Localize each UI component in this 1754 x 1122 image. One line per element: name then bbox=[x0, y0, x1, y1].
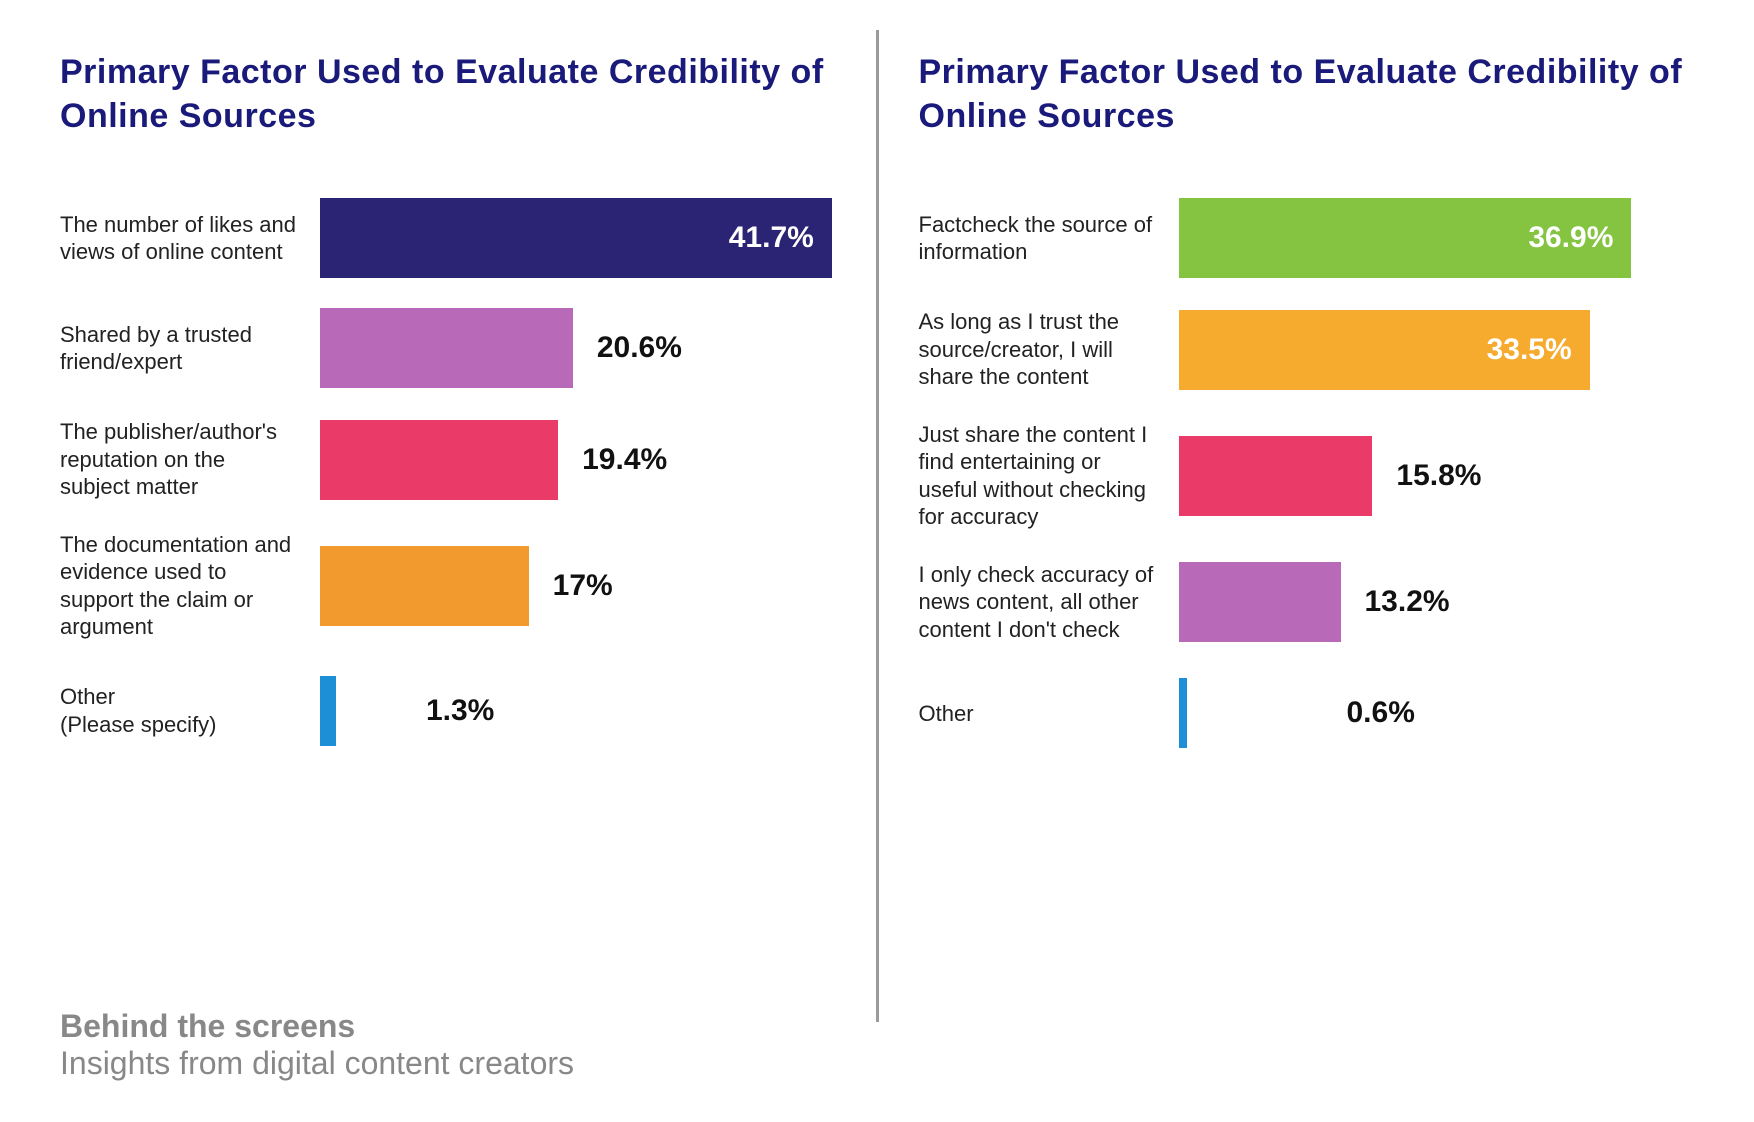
bar-row: The number of likes and views of online … bbox=[60, 198, 836, 278]
bar: 33.5% bbox=[1179, 310, 1590, 390]
bar-value: 13.2% bbox=[1365, 585, 1450, 619]
bar-value: 0.6% bbox=[1347, 696, 1415, 730]
bar-label: Factcheck the source of information bbox=[919, 211, 1179, 266]
bar bbox=[320, 308, 573, 388]
bar-row: Other 0.6% bbox=[919, 673, 1695, 753]
bar-area: 41.7% bbox=[320, 198, 836, 278]
footer-title: Behind the screens bbox=[60, 1008, 836, 1045]
bar-area: 19.4% bbox=[320, 418, 836, 501]
right-panel: Primary Factor Used to Evaluate Credibil… bbox=[879, 50, 1695, 1082]
bar-label: Just share the content I find entertaini… bbox=[919, 421, 1179, 531]
bar bbox=[320, 420, 558, 500]
bar bbox=[1179, 678, 1187, 748]
bar-value: 1.3% bbox=[426, 694, 494, 728]
bar-value: 41.7% bbox=[729, 221, 814, 255]
bar-row: Other (Please specify) 1.3% bbox=[60, 671, 836, 751]
left-panel: Primary Factor Used to Evaluate Credibil… bbox=[60, 50, 876, 1082]
bar-value: 33.5% bbox=[1487, 333, 1572, 367]
bar-label: I only check accuracy of news content, a… bbox=[919, 561, 1179, 644]
chart-container: Primary Factor Used to Evaluate Credibil… bbox=[0, 0, 1754, 1122]
bar-label: Shared by a trusted friend/expert bbox=[60, 321, 320, 376]
bar-label: The publisher/author's reputation on the… bbox=[60, 418, 320, 501]
left-chart-title: Primary Factor Used to Evaluate Credibil… bbox=[60, 50, 836, 138]
bar-value: 17% bbox=[553, 569, 613, 603]
bar-row: The publisher/author's reputation on the… bbox=[60, 418, 836, 501]
bar-area: 20.6% bbox=[320, 308, 836, 388]
bar bbox=[1179, 562, 1341, 642]
bar-label: As long as I trust the source/creator, I… bbox=[919, 308, 1179, 391]
right-chart-rows: Factcheck the source of information 36.9… bbox=[919, 198, 1695, 753]
bar-area: 15.8% bbox=[1179, 421, 1695, 531]
bar-row: The documentation and evidence used to s… bbox=[60, 531, 836, 641]
right-chart-title: Primary Factor Used to Evaluate Credibil… bbox=[919, 50, 1695, 138]
bar-area: 33.5% bbox=[1179, 308, 1695, 391]
bar-row: I only check accuracy of news content, a… bbox=[919, 561, 1695, 644]
bar-value: 15.8% bbox=[1396, 459, 1481, 493]
bar-value: 19.4% bbox=[582, 443, 667, 477]
bar-label: The documentation and evidence used to s… bbox=[60, 531, 320, 641]
bar-value: 20.6% bbox=[597, 331, 682, 365]
bar bbox=[320, 676, 336, 746]
bar-row: Factcheck the source of information 36.9… bbox=[919, 198, 1695, 278]
footer: Behind the screens Insights from digital… bbox=[60, 928, 836, 1082]
bar-area: 17% bbox=[320, 531, 836, 641]
bar-area: 13.2% bbox=[1179, 561, 1695, 644]
bar: 41.7% bbox=[320, 198, 832, 278]
bar bbox=[1179, 436, 1373, 516]
bar-area: 36.9% bbox=[1179, 198, 1695, 278]
bar-row: Shared by a trusted friend/expert 20.6% bbox=[60, 308, 836, 388]
bar-row: As long as I trust the source/creator, I… bbox=[919, 308, 1695, 391]
bar-label: Other (Please specify) bbox=[60, 683, 320, 738]
bar-value: 36.9% bbox=[1528, 221, 1613, 255]
bar-row: Just share the content I find entertaini… bbox=[919, 421, 1695, 531]
bar-label: Other bbox=[919, 700, 1179, 728]
footer-subtitle: Insights from digital content creators bbox=[60, 1045, 836, 1082]
bar-area: 1.3% bbox=[320, 671, 836, 751]
bar bbox=[320, 546, 529, 626]
bar-label: The number of likes and views of online … bbox=[60, 211, 320, 266]
bar-area: 0.6% bbox=[1179, 673, 1695, 753]
left-chart-rows: The number of likes and views of online … bbox=[60, 198, 836, 751]
bar: 36.9% bbox=[1179, 198, 1632, 278]
